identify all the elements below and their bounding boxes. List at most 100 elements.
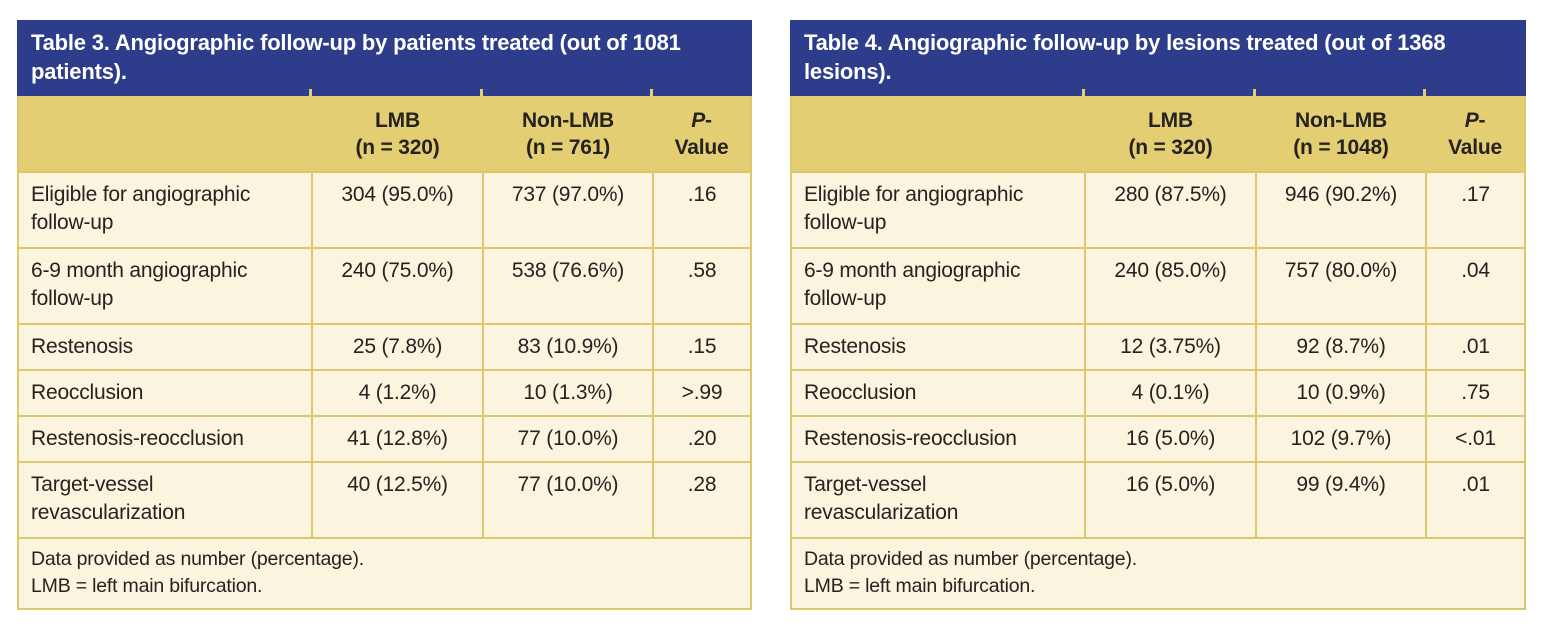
header-line: LMB [375,108,420,132]
footnote-cell: Data provided as number (percentage). LM… [18,537,751,609]
table3-grid: LMB (n = 320) Non-LMB (n = 761) P- Value El… [17,96,752,610]
row-label-cell: Restenosis-reocclusion [17,415,313,463]
nonlmb-header-cell: Non-LMB (n = 761) [483,96,653,173]
table-row: Reocclusion 4 (1.2%) 10 (1.3%) >.99 [17,369,752,417]
row-label-cell: Target-vessel revascularization [790,461,1086,539]
footnote-cell: Data provided as number (percentage). LM… [791,537,1525,609]
table4-title: Table 4. Angiographic follow-up by lesio… [790,20,1526,96]
lmb-value-cell: 12 (3.75%) [1084,323,1257,371]
pvalue-cell: .75 [1425,369,1526,417]
lmb-value-cell: 41 (12.8%) [311,415,484,463]
table-row: 6-9 month angiographic follow-up 240 (75… [17,247,752,325]
header-line: Value [674,135,729,159]
lmb-value-cell: 240 (75.0%) [311,247,484,325]
table-row: Eligible for angiographic follow-up 280 … [790,171,1526,249]
header-line: Non-LMB [522,108,614,132]
header-line: (n = 761) [526,135,610,159]
table-row: Reocclusion 4 (0.1%) 10 (0.9%) .75 [790,369,1526,417]
pvalue-cell: .28 [652,461,752,539]
header-line: (n = 320) [355,135,440,159]
row-label-cell: Reocclusion [790,369,1086,417]
lmb-value-cell: 280 (87.5%) [1084,171,1257,249]
row-label-cell: Restenosis [790,323,1086,371]
pvalue-cell: .58 [652,247,752,325]
lmb-value-cell: 40 (12.5%) [311,461,484,539]
row-label-cell: Eligible for angiographic follow-up [17,171,313,249]
nonlmb-value-cell: 77 (10.0%) [482,461,654,539]
column-divider-tick [1253,89,1256,98]
column-divider-tick [1423,89,1426,98]
footnote-line: LMB = left main bifurcation. [31,575,263,597]
header-line: - [705,108,712,132]
p-italic: P [691,108,705,132]
pvalue-cell: <.01 [1425,415,1526,463]
nonlmb-value-cell: 83 (10.9%) [482,323,654,371]
header-line: - [1478,108,1486,132]
row-label-cell: 6-9 month angiographic follow-up [17,247,313,325]
pvalue-cell: >.99 [652,369,752,417]
p-italic: P [1464,108,1479,132]
table-row: Restenosis 12 (3.75%) 92 (8.7%) .01 [790,323,1526,371]
table4-grid: LMB (n = 320) Non-LMB (n = 1048) P- Value E… [790,96,1526,610]
row-label-cell: Target-vessel revascularization [17,461,313,539]
lmb-value-cell: 4 (1.2%) [311,369,484,417]
pvalue-cell: .17 [1425,171,1526,249]
pvalue-cell: .01 [1425,461,1526,539]
pvalue-cell: .20 [652,415,752,463]
header-line: Non-LMB [1295,108,1387,132]
row-label-cell: Eligible for angiographic follow-up [790,171,1086,249]
nonlmb-value-cell: 102 (9.7%) [1255,415,1427,463]
row-label-cell: 6-9 month angiographic follow-up [790,247,1086,325]
nonlmb-value-cell: 10 (1.3%) [482,369,654,417]
column-divider-tick [1082,89,1085,98]
footnote-row: Data provided as number (percentage). LM… [18,537,751,609]
lmb-header-cell: LMB (n = 320) [1085,96,1256,173]
pvalue-cell: .04 [1425,247,1526,325]
lmb-value-cell: 25 (7.8%) [311,323,484,371]
lmb-value-cell: 16 (5.0%) [1084,461,1257,539]
table-row: Target-vessel revascularization 40 (12.5… [17,461,752,539]
table3-title: Table 3. Angiographic follow-up by patie… [17,20,752,96]
nonlmb-value-cell: 77 (10.0%) [482,415,654,463]
table-row: Target-vessel revascularization 16 (5.0%… [790,461,1526,539]
table4-card: Table 4. Angiographic follow-up by lesio… [790,20,1526,610]
nonlmb-header-cell: Non-LMB (n = 1048) [1256,96,1426,173]
nonlmb-value-cell: 10 (0.9%) [1255,369,1427,417]
nonlmb-value-cell: 99 (9.4%) [1255,461,1427,539]
footnote-line: LMB = left main bifurcation. [804,575,1036,597]
header-line: (n = 320) [1128,135,1213,159]
footnote-line: Data provided as number (percentage). [804,548,1137,570]
empty-header-cell [791,96,1085,173]
lmb-value-cell: 16 (5.0%) [1084,415,1257,463]
table-row: Restenosis-reocclusion 16 (5.0%) 102 (9.… [790,415,1526,463]
column-divider-tick [480,89,483,98]
nonlmb-value-cell: 538 (76.6%) [482,247,654,325]
table3-card: Table 3. Angiographic follow-up by patie… [17,20,752,610]
column-divider-tick [309,89,312,98]
lmb-value-cell: 240 (85.0%) [1084,247,1257,325]
header-line: LMB [1148,108,1193,132]
lmb-header-cell: LMB (n = 320) [312,96,483,173]
pvalue-header-cell: P- Value [653,96,751,173]
table4-header-row: LMB (n = 320) Non-LMB (n = 1048) P- Value [791,96,1525,173]
nonlmb-value-cell: 92 (8.7%) [1255,323,1427,371]
pvalue-cell: .16 [652,171,752,249]
row-label-cell: Restenosis-reocclusion [790,415,1086,463]
nonlmb-value-cell: 757 (80.0%) [1255,247,1427,325]
header-line: Value [1448,135,1502,159]
table3-header-row: LMB (n = 320) Non-LMB (n = 761) P- Value [18,96,751,173]
lmb-value-cell: 304 (95.0%) [311,171,484,249]
pvalue-cell: .01 [1425,323,1526,371]
table-row: Restenosis 25 (7.8%) 83 (10.9%) .15 [17,323,752,371]
nonlmb-value-cell: 737 (97.0%) [482,171,654,249]
footnote-row: Data provided as number (percentage). LM… [791,537,1525,609]
table-row: Restenosis-reocclusion 41 (12.8%) 77 (10… [17,415,752,463]
empty-header-cell [18,96,312,173]
pvalue-cell: .15 [652,323,752,371]
footnote-line: Data provided as number (percentage). [31,548,364,570]
lmb-value-cell: 4 (0.1%) [1084,369,1257,417]
nonlmb-value-cell: 946 (90.2%) [1255,171,1427,249]
row-label-cell: Restenosis [17,323,313,371]
column-divider-tick [650,89,653,98]
